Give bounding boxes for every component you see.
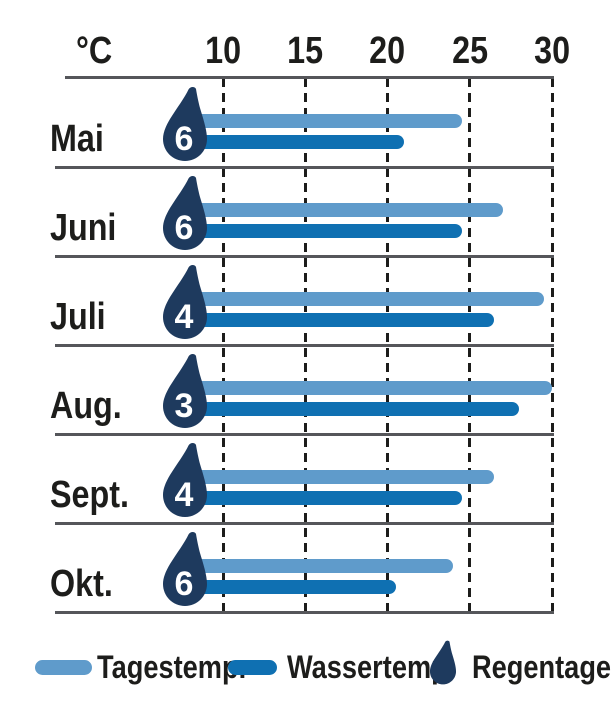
axis-tick-25: 25 (430, 30, 510, 73)
month-label-text: Mai (50, 118, 104, 160)
row-separator (55, 344, 554, 347)
water-temp-swatch (228, 660, 277, 675)
raindrop-icon: 4 (163, 265, 207, 339)
raindrop-icon (429, 640, 457, 685)
month-label: Juli (50, 296, 115, 338)
day-temp-bar (175, 114, 462, 128)
raindrop-icon: 6 (163, 532, 207, 606)
raindrop-icon: 3 (163, 354, 207, 428)
axis-tick-20: 20 (348, 30, 428, 73)
axis-line (65, 76, 554, 79)
axis-tick-text: 30 (534, 30, 570, 72)
axis-tick-15: 15 (265, 30, 345, 73)
row-separator (55, 522, 554, 525)
row-separator (55, 255, 554, 258)
water-temp-bar (175, 135, 404, 149)
water-temp-bar (175, 580, 396, 594)
month-label-text: Sept. (50, 474, 129, 516)
month-label-text: Juli (50, 296, 106, 338)
axis-unit-label: °C (76, 30, 119, 73)
axis-tick-text: 10 (205, 30, 241, 72)
legend-label-rain-days: Regentage (472, 649, 611, 685)
rain-days-count: 3 (175, 387, 194, 425)
row-separator (55, 433, 554, 436)
month-label: Juni (50, 207, 128, 249)
month-label: Mai (50, 118, 113, 160)
legend-item-rain-days: Regentage (472, 651, 611, 683)
month-label-text: Juni (50, 207, 117, 249)
axis-unit-text: °C (76, 30, 113, 72)
axis-tick-text: 20 (369, 30, 406, 72)
rain-days-count: 6 (175, 209, 194, 247)
rain-days-count: 4 (175, 476, 194, 514)
water-temp-bar (175, 491, 462, 505)
legend-item-day-temp: Tagestemp. (97, 651, 272, 683)
water-temp-bar (175, 224, 462, 238)
month-label: Sept. (50, 474, 143, 516)
raindrop-icon: 6 (163, 176, 207, 250)
day-temp-bar (175, 381, 552, 395)
chart-bottom-line (55, 611, 554, 614)
day-temp-swatch (35, 660, 92, 675)
rain-days-count: 6 (175, 120, 194, 158)
rain-days-count: 4 (175, 298, 194, 336)
raindrop-icon: 4 (163, 443, 207, 517)
day-temp-bar (175, 559, 454, 573)
raindrop-icon: 6 (163, 87, 207, 161)
month-label: Okt. (50, 563, 124, 605)
axis-tick-text: 15 (287, 30, 324, 72)
row-separator (55, 166, 554, 169)
day-temp-bar (175, 470, 495, 484)
water-temp-bar (175, 313, 495, 327)
axis-tick-30: 30 (512, 30, 592, 73)
water-temp-bar (175, 402, 520, 416)
month-label-text: Okt. (50, 563, 113, 605)
axis-tick-10: 10 (183, 30, 263, 73)
month-label-text: Aug. (50, 385, 122, 427)
legend-label-day-temp: Tagestemp. (97, 649, 247, 685)
month-label: Aug. (50, 385, 134, 427)
legend-item-water-temp: Wassertemp. (287, 651, 485, 683)
legend-label-water-temp: Wassertemp. (287, 649, 456, 685)
rain-days-count: 6 (175, 565, 194, 603)
axis-tick-text: 25 (451, 30, 488, 72)
day-temp-bar (175, 292, 544, 306)
day-temp-bar (175, 203, 503, 217)
